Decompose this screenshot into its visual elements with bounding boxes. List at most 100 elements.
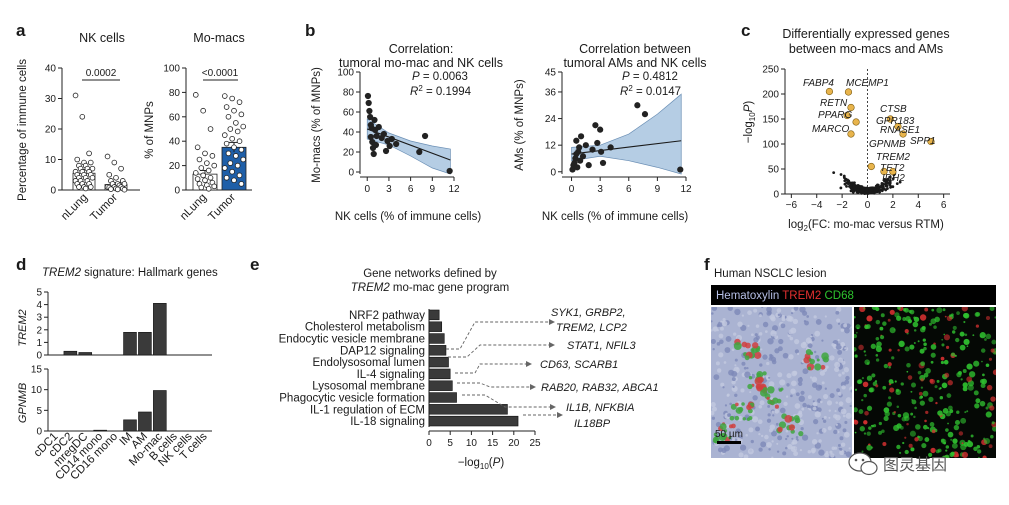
gene-point bbox=[846, 179, 850, 183]
confidence-band bbox=[571, 93, 682, 175]
hematoxylin-nucleus bbox=[802, 341, 807, 345]
hematoxylin-nucleus bbox=[743, 454, 749, 458]
trem2-signal bbox=[914, 437, 919, 442]
bar bbox=[428, 368, 451, 380]
stained-cell bbox=[762, 371, 767, 376]
x-tick-label: 3 bbox=[597, 184, 603, 195]
data-point bbox=[573, 137, 580, 144]
hematoxylin-nucleus bbox=[814, 411, 821, 418]
gene-point bbox=[856, 188, 860, 191]
hematoxylin-nucleus bbox=[720, 382, 725, 387]
cd68-signal bbox=[954, 419, 961, 426]
b2-ylabel: AMs (% of MNPs) bbox=[514, 79, 526, 171]
hematoxylin-nucleus bbox=[839, 447, 843, 451]
cd68-signal bbox=[915, 424, 921, 430]
hematoxylin-nucleus bbox=[840, 442, 846, 447]
stained-cell bbox=[778, 388, 783, 392]
data-point bbox=[582, 142, 589, 149]
hematoxylin-nucleus bbox=[841, 371, 845, 375]
data-point bbox=[227, 126, 234, 132]
data-point bbox=[205, 167, 212, 174]
y-tick-label: 40 bbox=[343, 128, 355, 139]
data-point bbox=[597, 126, 604, 133]
cd68-signal bbox=[985, 406, 989, 410]
cd68-signal bbox=[869, 387, 875, 393]
hematoxylin-nucleus bbox=[839, 449, 845, 456]
hematoxylin-nucleus bbox=[746, 367, 749, 370]
data-point bbox=[365, 99, 372, 107]
hematoxylin-nucleus bbox=[810, 447, 816, 453]
panel-f: Human NSCLC lesion Hematoxylin TREM2 CD6… bbox=[711, 268, 996, 476]
cd68-signal bbox=[914, 406, 917, 410]
cd68-signal bbox=[980, 348, 986, 353]
y-tick-label: 10 bbox=[45, 155, 57, 166]
hematoxylin-nucleus bbox=[837, 338, 840, 342]
panel-label-c: c bbox=[741, 21, 750, 40]
data-point bbox=[204, 160, 210, 166]
hematoxylin-nucleus bbox=[720, 320, 723, 323]
e-gene-label: IL18BP bbox=[574, 418, 611, 430]
cd68-signal bbox=[930, 360, 934, 364]
cd68-signal bbox=[954, 354, 957, 357]
hematoxylin-nucleus bbox=[718, 352, 724, 358]
data-point bbox=[382, 147, 390, 155]
a2-ylabel: % of MNPs bbox=[144, 101, 156, 159]
cd68-signal bbox=[896, 423, 902, 429]
gene-point bbox=[868, 190, 872, 193]
hematoxylin-nucleus bbox=[777, 435, 783, 441]
data-point bbox=[577, 157, 584, 164]
stained-cell bbox=[754, 351, 762, 360]
hematoxylin-nucleus bbox=[759, 314, 762, 318]
data-point bbox=[236, 172, 243, 179]
hematoxylin-nucleus bbox=[786, 373, 792, 379]
hematoxylin-nucleus bbox=[819, 370, 825, 376]
cd68-signal bbox=[871, 373, 876, 378]
a2-title: Mo-macs bbox=[193, 31, 244, 45]
trem2-signal bbox=[858, 344, 864, 351]
y-tick-label: 30 bbox=[45, 94, 57, 105]
y-tick-label: 50 bbox=[768, 165, 780, 176]
cd68-signal bbox=[910, 382, 917, 388]
stained-cell bbox=[728, 436, 732, 440]
hematoxylin-nucleus bbox=[727, 307, 733, 311]
b2-p-value: P = 0.4812 bbox=[622, 71, 678, 83]
data-point bbox=[113, 175, 119, 181]
hematoxylin-nucleus bbox=[774, 335, 779, 340]
cd68-signal bbox=[897, 307, 901, 310]
cd68-signal bbox=[920, 361, 926, 367]
cd68-signal bbox=[934, 316, 940, 323]
cd68-signal bbox=[959, 344, 966, 351]
cd68-signal bbox=[933, 325, 937, 329]
stained-cell bbox=[803, 356, 811, 364]
highlighted-gene-point bbox=[894, 122, 902, 131]
data-point bbox=[211, 162, 218, 169]
hematoxylin-nucleus bbox=[722, 317, 726, 322]
data-point bbox=[371, 116, 378, 124]
data-point bbox=[86, 150, 92, 157]
highlighted-gene-point bbox=[843, 111, 851, 120]
cd68-signal bbox=[941, 382, 948, 389]
hematoxylin-nucleus bbox=[779, 407, 786, 414]
f-scale-bar-label: 50 µm bbox=[715, 429, 743, 440]
cd68-signal bbox=[946, 393, 952, 398]
e-gene-label: SYK1, GRBP2, bbox=[551, 307, 626, 319]
bar bbox=[428, 321, 443, 332]
hematoxylin-nucleus bbox=[788, 329, 794, 335]
gene-point bbox=[842, 176, 846, 179]
cd68-signal bbox=[962, 382, 968, 388]
cd68-signal bbox=[936, 307, 943, 314]
gene-point bbox=[832, 171, 836, 174]
cd68-signal bbox=[940, 360, 945, 365]
gene-point bbox=[874, 190, 878, 194]
hematoxylin-nucleus bbox=[749, 391, 752, 394]
gene-point bbox=[839, 186, 843, 190]
trem2-signal bbox=[985, 315, 991, 321]
data-point bbox=[221, 165, 228, 171]
a1-significance: 0.0002 bbox=[86, 68, 117, 79]
cd68-signal bbox=[913, 316, 920, 323]
gene-label: MCEMP1 bbox=[846, 78, 889, 89]
hematoxylin-nucleus bbox=[836, 430, 840, 434]
b1-xlabel: NK cells (% of immune cells) bbox=[335, 211, 482, 223]
data-point bbox=[209, 153, 216, 159]
cd68-signal bbox=[879, 326, 884, 331]
